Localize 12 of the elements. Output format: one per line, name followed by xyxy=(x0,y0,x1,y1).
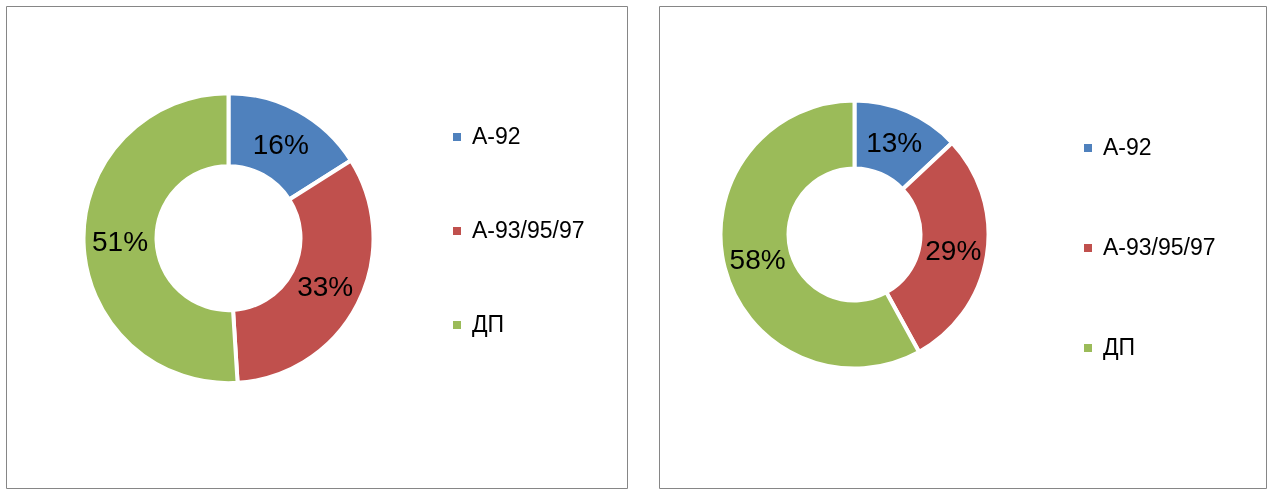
legend-label: А-92 xyxy=(472,123,521,150)
legend-label: А-93/95/97 xyxy=(472,217,585,244)
data-label: 16% xyxy=(252,128,309,160)
legend-label: ДП xyxy=(472,311,505,338)
data-label: 58% xyxy=(729,243,786,275)
data-label: 13% xyxy=(866,127,923,159)
legend-label: ДП xyxy=(1103,334,1136,361)
legend-label: А-93/95/97 xyxy=(1103,234,1216,261)
legend-label: А-92 xyxy=(1103,134,1152,161)
data-label: 33% xyxy=(297,271,354,303)
data-label: 29% xyxy=(925,234,982,266)
data-label: 51% xyxy=(92,226,149,257)
